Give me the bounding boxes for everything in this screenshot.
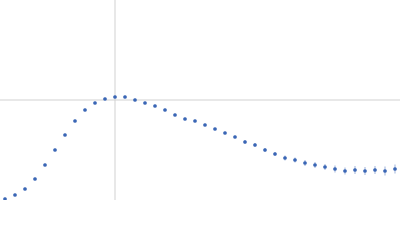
point — [163, 108, 167, 112]
point — [53, 148, 57, 152]
point — [303, 161, 307, 165]
point — [93, 101, 97, 105]
chart — [0, 0, 400, 200]
point — [213, 127, 217, 131]
point — [383, 169, 387, 173]
point — [353, 168, 357, 172]
point — [223, 131, 227, 135]
point — [273, 152, 277, 156]
point — [283, 156, 287, 160]
point — [153, 104, 157, 108]
point — [73, 119, 77, 123]
point — [123, 95, 127, 99]
point — [173, 113, 177, 117]
point — [113, 95, 117, 99]
point — [243, 140, 247, 144]
point — [313, 163, 317, 167]
point — [203, 123, 207, 127]
point — [193, 119, 197, 123]
point — [33, 177, 37, 181]
point — [393, 167, 397, 171]
point — [143, 101, 147, 105]
point — [263, 148, 267, 152]
point — [83, 108, 87, 112]
point — [253, 143, 257, 147]
point — [183, 117, 187, 121]
point — [363, 169, 367, 173]
point — [343, 169, 347, 173]
point — [233, 135, 237, 139]
point — [103, 97, 107, 101]
point — [333, 167, 337, 171]
point — [323, 165, 327, 169]
point — [13, 193, 17, 197]
point — [3, 197, 7, 200]
point — [63, 133, 67, 137]
point — [23, 187, 27, 191]
point — [293, 158, 297, 162]
point — [43, 163, 47, 167]
point — [133, 98, 137, 102]
point — [373, 168, 377, 172]
